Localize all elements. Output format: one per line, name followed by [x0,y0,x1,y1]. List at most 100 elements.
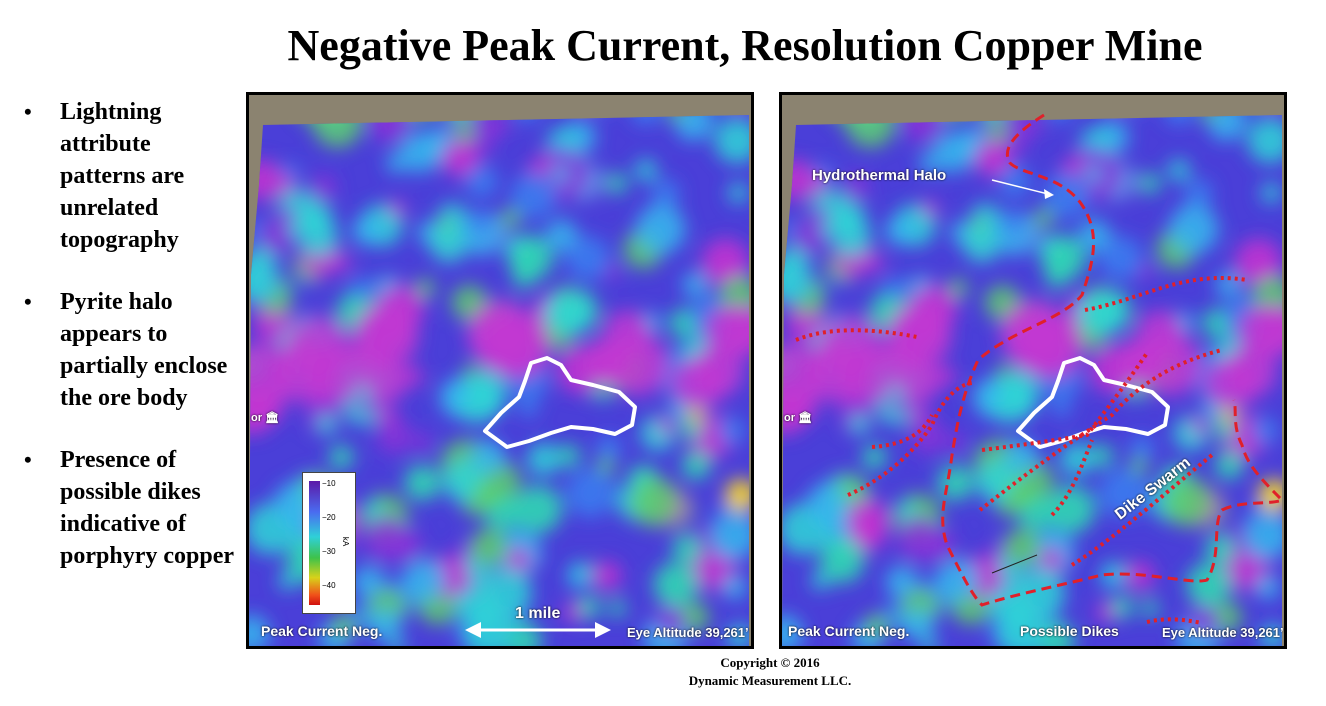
heat-blob [386,153,407,174]
heat-blob [679,602,710,633]
heat-blob [862,445,887,470]
heat-blob [1139,172,1161,194]
heat-blob [1224,344,1277,397]
heat-blob [1100,564,1124,589]
heat-blob [1190,417,1208,435]
heat-blob [606,172,628,194]
heat-blob [389,200,406,217]
possible-dikes-label: Possible Dikes [1020,623,1119,639]
heat-blob [997,164,1031,198]
heat-blob [1259,624,1282,646]
ore-body-outline [483,356,637,449]
heat-blob [352,216,382,246]
heat-blob [1129,434,1155,461]
right-map-panel[interactable]: or 🏛 Hydrothermal Halo Dike Swarm Peak C… [779,92,1287,649]
heat-blob [937,366,956,386]
heat-blob [544,290,591,337]
eye-altitude-readout: Eye Altitude 39,261’ [627,625,749,640]
copyright-line: Copyright © 2016 [720,655,820,670]
heat-blob [722,575,748,600]
company-name: Dynamic Measurement LLC. [688,673,852,688]
heat-blob [806,482,850,526]
heat-blob [651,179,680,208]
heat-blob [501,208,521,228]
heat-blob [441,140,478,177]
place-marker-icon[interactable]: or 🏛 [784,412,813,424]
heat-blob [466,299,534,367]
heat-blob [902,608,935,641]
page-title: Negative Peak Current, Resolution Copper… [287,21,1203,70]
heat-blob [1214,450,1244,480]
heat-blob [1186,562,1232,608]
heat-blob [1034,208,1054,228]
peak-current-heatmap [249,95,751,646]
heat-blob [949,278,968,298]
heat-blob [596,457,615,476]
heat-blob [1098,468,1148,518]
heat-blob [691,344,744,397]
heat-blob [577,595,601,619]
heat-blob [992,586,1033,627]
heat-blob [1205,533,1235,564]
heat-blob [1261,182,1282,204]
legend-tick: −20 [322,513,336,522]
heat-blob [567,564,591,589]
heat-blob [896,516,942,562]
heat-blob [545,219,578,252]
heat-blob [404,366,423,386]
heat-blob [467,209,492,234]
heat-blob [782,614,804,646]
left-map-panel[interactable]: −10 −20 −30 −40 kA or 🏛 1 mile Peak Curr… [246,92,754,649]
place-marker-icon[interactable]: or 🏛 [251,412,280,424]
heat-blob [1184,179,1213,208]
heat-blob [919,153,940,174]
heat-blob [635,204,686,254]
copyright-notice: Copyright © 2016 Dynamic Measurement LLC… [600,654,940,690]
bullet-text: Lightning attribute patterns are unrelat… [60,99,185,253]
heat-blob [249,614,271,646]
heat-blob [510,172,557,219]
heat-blob [455,122,475,142]
heat-blob [630,477,680,527]
heat-blob [1043,172,1090,219]
heat-blob [974,140,1011,177]
heat-blob [726,624,749,646]
heat-blob [692,547,736,591]
peak-current-heatmap [782,95,1284,646]
heat-blob [376,418,413,455]
heat-blob [445,381,471,406]
heat-blob [1084,165,1102,182]
heat-blob [1090,444,1114,468]
heat-blob [1163,477,1213,527]
heat-blob [592,561,622,590]
heat-blob [921,636,939,646]
heat-blob [1188,605,1220,636]
heat-blob [1247,117,1282,164]
heat-blob [694,527,714,546]
legend-color-bar [309,481,320,605]
bullet-list: • Lightning attribute patterns are unrela… [24,96,234,602]
heat-blob [513,485,563,534]
heat-hotspot [687,407,703,423]
hydrothermal-halo-label: Hydrothermal Halo [812,167,947,184]
heat-blob [837,345,896,404]
dike-thin-line [991,554,1038,574]
heat-blob [988,122,1008,142]
heat-blob [310,174,337,201]
heat-blob [1167,159,1190,182]
heat-blob [1141,599,1159,617]
heat-blob [672,533,702,564]
heat-blob [1095,602,1115,623]
legend-tick: −10 [322,479,336,488]
heat-blob [1041,235,1087,281]
halo-pointer-arrowhead [1044,189,1054,199]
heat-blob [565,235,610,281]
heat-blob [470,528,508,565]
heat-blob [978,381,1004,406]
heat-blob [830,216,872,258]
heat-blob [999,299,1067,367]
heat-blob [1003,528,1041,565]
heat-blob [329,445,354,470]
heat-blob [1227,527,1247,546]
legend-unit: kA [341,536,351,547]
